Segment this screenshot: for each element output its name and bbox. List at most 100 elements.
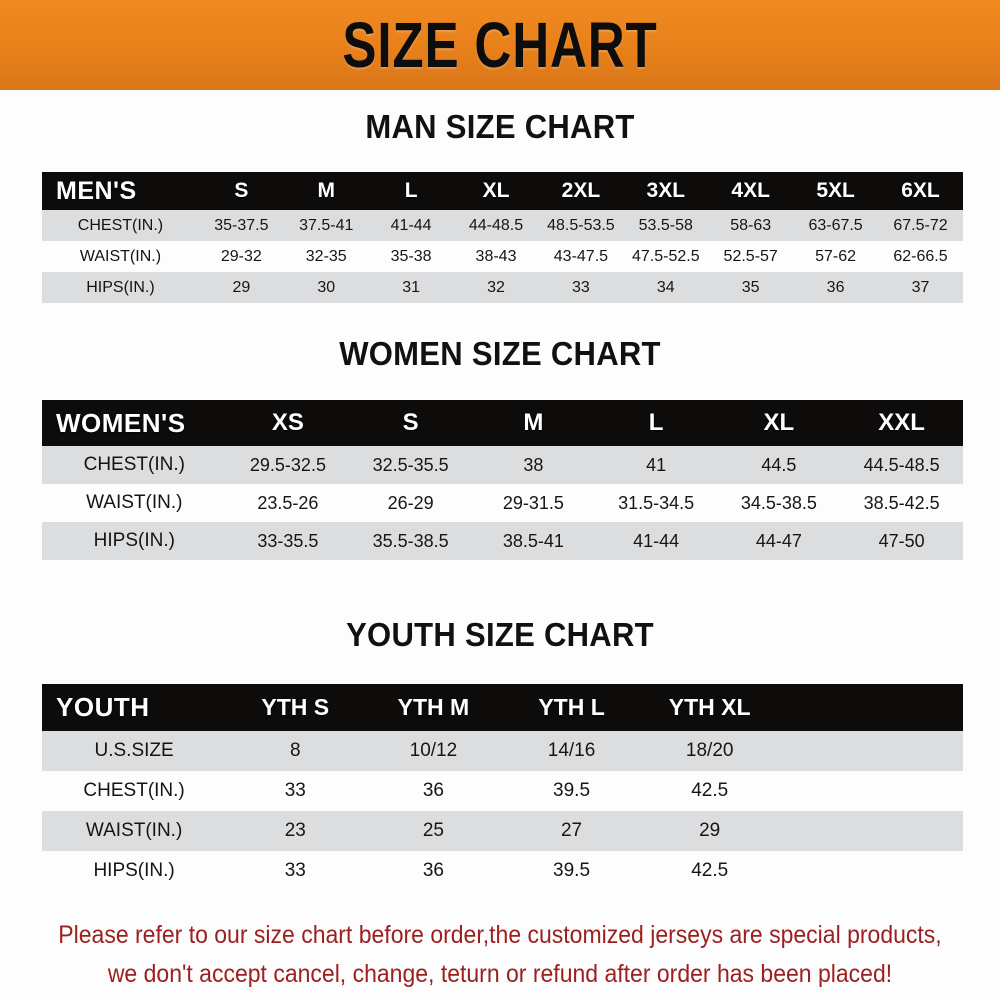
table-cell: 29 — [699, 820, 721, 841]
column-header-yth-m: YTH M — [397, 694, 470, 720]
column-header-xs: XS — [271, 409, 304, 436]
row-label-waist-in-: WAIST(IN.) — [79, 247, 162, 265]
table-cell: 44.5 — [761, 454, 797, 475]
table-row: U.S.SIZE 8 10/12 14/16 18/20 — [42, 731, 963, 771]
row-label-waist-in-: WAIST(IN.) — [86, 492, 183, 513]
table-row: HIPS(IN.) 33-35.5 35.5-38.5 38.5-41 41-44 44-… — [42, 522, 963, 560]
table-header-row: YOUTH YTH S YTH M YTH L YTH XL — [42, 684, 963, 731]
table-cell: 57-62 — [815, 247, 857, 265]
table-cell: 29 — [232, 278, 251, 296]
table-corner-label: WOMEN'S — [56, 407, 186, 438]
table-cell: 30 — [317, 278, 336, 296]
row-label-waist-in-: WAIST(IN.) — [85, 820, 183, 841]
table-cell-spacer — [779, 851, 963, 891]
table-cell: 18/20 — [685, 740, 734, 761]
column-header-spacer — [779, 684, 963, 731]
table-cell: 67.5-72 — [893, 216, 948, 234]
table-row: WAIST(IN.) 23.5-26 26-29 29-31.5 31.5-34.5 34… — [42, 484, 963, 522]
table-cell: 34 — [656, 278, 675, 296]
table-cell: 36 — [422, 860, 444, 881]
column-header-6xl: 6XL — [901, 179, 940, 202]
table-cell: 31 — [402, 278, 421, 296]
youth-size-table: YOUTH YTH S YTH M YTH L YTH XL U.S.SIZE 8 10/12… — [42, 684, 963, 891]
table-corner-label: MEN'S — [56, 176, 137, 205]
table-cell: 23 — [284, 820, 306, 841]
table-header-row: WOMEN'S XS S M L XL XXL — [42, 400, 963, 446]
row-label-u-s-size: U.S.SIZE — [94, 740, 174, 761]
order-policy-note: Please refer to our size chart before or… — [40, 916, 960, 994]
column-header-s: S — [402, 409, 419, 436]
table-cell: 33-35.5 — [257, 530, 319, 551]
order-policy-line-2: we don't accept cancel, change, teturn o… — [107, 959, 893, 988]
table-cell: 58-63 — [730, 216, 772, 234]
column-header-xxl: XXL — [878, 409, 925, 436]
table-row: CHEST(IN.) 33 36 39.5 42.5 — [42, 771, 963, 811]
row-label-hips-in-: HIPS(IN.) — [86, 278, 155, 296]
column-header-5xl: 5XL — [816, 179, 855, 202]
column-header-xl: XL — [482, 179, 510, 202]
table-cell: 23.5-26 — [257, 492, 319, 513]
column-header-xl: XL — [763, 409, 795, 436]
column-header-yth-l: YTH L — [538, 694, 605, 720]
table-cell: 35-38 — [390, 247, 432, 265]
row-label-chest-in-: CHEST(IN.) — [77, 216, 164, 234]
table-cell: 8 — [289, 740, 301, 761]
order-policy-line-1: Please refer to our size chart before or… — [58, 921, 942, 949]
table-cell: 44-48.5 — [468, 216, 524, 234]
table-cell: 41-44 — [633, 530, 680, 551]
table-cell: 33 — [572, 278, 590, 296]
table-cell: 29-31.5 — [502, 492, 564, 513]
table-cell: 42.5 — [691, 780, 729, 801]
row-label-chest-in-: CHEST(IN.) — [83, 454, 185, 475]
column-header-m: M — [317, 179, 335, 202]
table-cell: 47-50 — [878, 530, 925, 551]
column-header-yth-xl: YTH XL — [668, 694, 751, 720]
column-header-l: L — [648, 409, 664, 436]
table-row: HIPS(IN.) 33 36 39.5 42.5 — [42, 851, 963, 891]
table-cell: 14/16 — [547, 740, 596, 761]
table-cell: 62-66.5 — [893, 247, 948, 265]
table-cell: 42.5 — [691, 860, 729, 881]
table-cell: 38.5-41 — [502, 530, 564, 551]
table-cell: 52.5-57 — [723, 247, 778, 265]
table-cell: 44.5-48.5 — [863, 454, 940, 475]
table-cell: 41-44 — [390, 216, 432, 234]
table-cell: 33 — [284, 860, 306, 881]
table-row: CHEST(IN.) 35-37.5 37.5-41 41-44 44-48.5 48.5… — [42, 210, 963, 241]
table-cell: 35 — [741, 278, 760, 296]
table-cell: 39.5 — [553, 860, 591, 881]
column-header-4xl: 4XL — [731, 179, 770, 202]
table-cell-spacer — [779, 731, 963, 771]
table-cell: 48.5-53.5 — [547, 216, 615, 234]
table-cell: 27 — [560, 820, 583, 841]
table-cell: 38-43 — [475, 247, 517, 265]
table-cell: 37 — [911, 278, 930, 296]
table-cell: 37.5-41 — [299, 216, 354, 234]
table-cell-spacer — [779, 811, 963, 851]
table-corner-label: YOUTH — [56, 692, 150, 722]
table-header-row: MEN'S S M L XL 2XL 3XL 4XL 5XL 6XL — [42, 172, 963, 210]
column-header-2xl: 2XL — [561, 179, 601, 202]
table-cell: 26-29 — [387, 492, 434, 513]
column-header-yth-s: YTH S — [261, 694, 330, 720]
table-cell: 63-67.5 — [808, 216, 863, 234]
table-cell: 32.5-35.5 — [372, 454, 449, 475]
table-cell-spacer — [779, 771, 963, 811]
row-label-hips-in-: HIPS(IN.) — [93, 530, 175, 551]
section-title-man: MAN SIZE CHART — [365, 108, 635, 145]
table-cell: 43-47.5 — [553, 247, 609, 265]
column-header-3xl: 3XL — [646, 179, 686, 202]
table-row: WAIST(IN.) 29-32 32-35 35-38 38-43 43-47.5 47.… — [42, 241, 963, 272]
table-cell: 33 — [284, 780, 306, 801]
table-row: WAIST(IN.) 23 25 27 29 — [42, 811, 963, 851]
table-cell: 34.5-38.5 — [740, 492, 817, 513]
table-cell: 32 — [487, 278, 505, 296]
table-cell: 44-47 — [755, 530, 802, 551]
page-title: SIZE CHART — [342, 9, 658, 81]
table-cell: 36 — [826, 278, 845, 296]
table-cell: 29.5-32.5 — [249, 454, 326, 475]
column-header-s: S — [234, 179, 249, 202]
table-cell: 47.5-52.5 — [631, 247, 700, 265]
table-row: CHEST(IN.) 29.5-32.5 32.5-35.5 38 41 44.5 44.5… — [42, 446, 963, 484]
